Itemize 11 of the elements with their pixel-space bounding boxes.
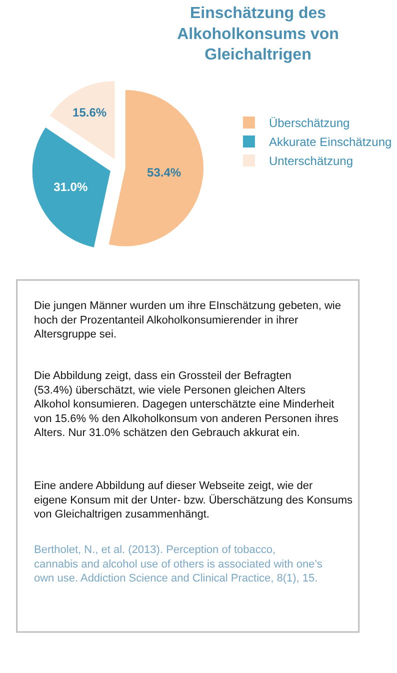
- data-label: 53.4%: [147, 165, 182, 180]
- text: Die Abbildung zeigt, dass ein Grossteil der Befragten (53.4%) überschätzt, wie viele Personen gleichen Alters Alkohol konsumieren. Dagegen unterschätzte eine Minderheit von 15.6% % den Alkoholkonsum von anderen Personen ihres Alters. Nur 31.0% schätzen den Gebrauch akkurat ein.: [34, 370, 340, 440]
- data-label: 31.0%: [54, 180, 88, 194]
- legend-label: Unterschätzung: [268, 154, 353, 168]
- data-label: 15.6%: [72, 105, 107, 120]
- legend-label: Akkurate Einschätzung: [268, 135, 392, 150]
- text: Die jungen Männer wurden um ihre EInschätzung gebeten, wie hoch der Prozentanteil Alkoholkonsumierender in ihrer Altersgruppe sei.: [34, 300, 341, 341]
- text: Bertholet, N., et al. (2013). Perception of tobacco, cannabis and alcohol use of others is associated with one’s own use. Addiction Science and Clinical Practice, 8(1), 15.: [34, 544, 323, 585]
- text: Eine andere Abbildung auf dieser Webseite zeigt, wie der eigene Konsum mit der Unter- bzw. Überschätzung des Konsums von Gleichaltrigen zusammenhängt.: [34, 480, 354, 521]
- chart-title: Einschätzung des Alkoholkonsums von Gleichaltrigen: [177, 5, 339, 64]
- legend-label: Überschätzung: [268, 116, 350, 130]
